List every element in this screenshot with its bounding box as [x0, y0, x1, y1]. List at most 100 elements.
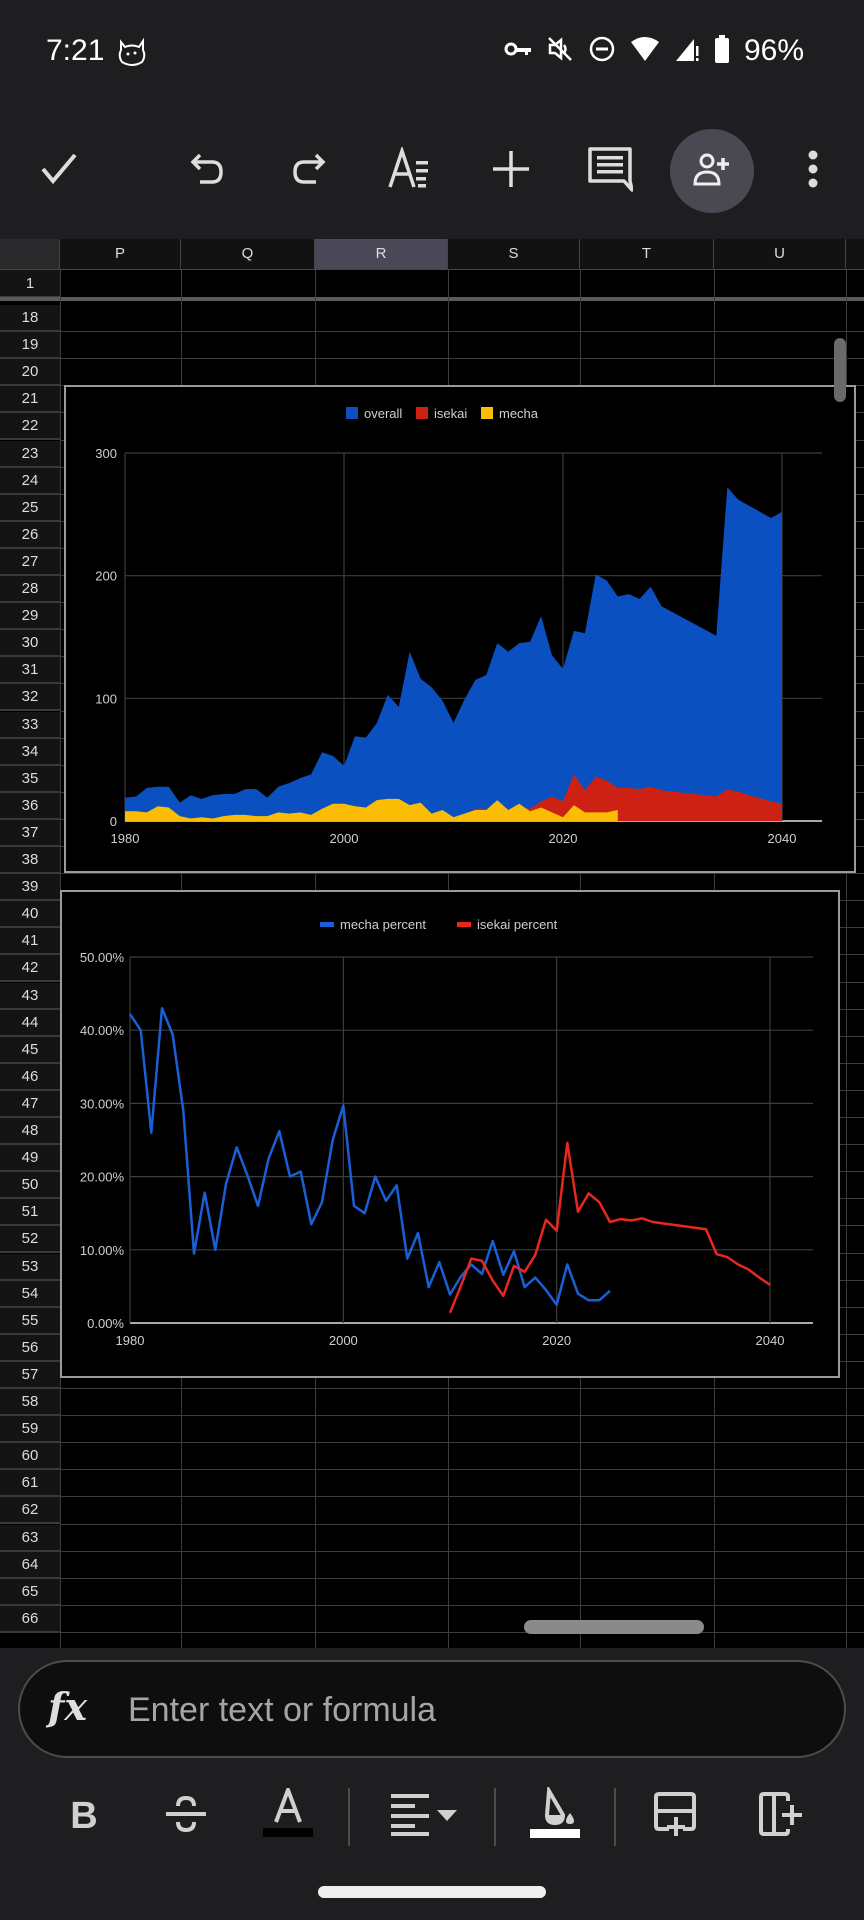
row-header-58[interactable]: 58	[0, 1389, 60, 1417]
row-header-41[interactable]: 41	[0, 928, 60, 956]
row-header-27[interactable]: 27	[0, 548, 60, 576]
fx-icon: fx	[48, 1684, 88, 1729]
row-header-26[interactable]: 26	[0, 521, 60, 549]
row-header-21[interactable]: 21	[0, 386, 60, 414]
row-header-57[interactable]: 57	[0, 1361, 60, 1389]
insert-button[interactable]	[478, 138, 544, 204]
row-gridline	[60, 1523, 864, 1525]
separator	[614, 1788, 616, 1846]
row-header-51[interactable]: 51	[0, 1199, 60, 1227]
column-header-t[interactable]: T	[580, 239, 714, 269]
row-header-62[interactable]: 62	[0, 1497, 60, 1525]
row-header-61[interactable]: 61	[0, 1470, 60, 1498]
line-chart[interactable]: 0.00% 10.00% 20.00% 30.00% 40.00% 50.00% 1980 2…	[60, 890, 840, 1378]
y-tick-label: 30.00%	[80, 1096, 125, 1111]
bold-icon: B	[70, 1794, 98, 1837]
x-tick-label: 2040	[768, 831, 797, 846]
status-icons: 96%	[504, 34, 804, 68]
column-header-u[interactable]: U	[714, 239, 846, 269]
row-header-28[interactable]: 28	[0, 576, 60, 604]
row-header-1[interactable]: 1	[0, 270, 60, 298]
text-format-button[interactable]	[378, 138, 444, 204]
row-header-66[interactable]: 66	[0, 1605, 60, 1633]
row-header-20[interactable]: 20	[0, 359, 60, 387]
row-header-31[interactable]: 31	[0, 657, 60, 685]
text-color-icon	[262, 1783, 314, 1845]
more-options-button[interactable]	[780, 138, 846, 204]
column-header-s[interactable]: S	[448, 239, 580, 269]
insert-row-button[interactable]	[639, 1780, 711, 1852]
legend-label: mecha	[499, 406, 539, 421]
share-button[interactable]	[670, 129, 754, 213]
select-all-corner[interactable]	[0, 239, 60, 269]
row-header-18[interactable]: 18	[0, 305, 60, 333]
row-header-43[interactable]: 43	[0, 982, 60, 1010]
line-series-mecha-percent	[128, 1006, 611, 1306]
row-header-50[interactable]: 50	[0, 1172, 60, 1200]
home-indicator[interactable]	[318, 1886, 546, 1898]
row-header-32[interactable]: 32	[0, 684, 60, 712]
row-header-48[interactable]: 48	[0, 1118, 60, 1146]
row-header-42[interactable]: 42	[0, 955, 60, 983]
row-header-30[interactable]: 30	[0, 630, 60, 658]
redo-button[interactable]	[275, 138, 341, 204]
x-tick-label: 2020	[542, 1333, 571, 1348]
horizontal-scrollbar[interactable]	[524, 1620, 704, 1634]
column-header-r[interactable]: R	[315, 239, 448, 269]
strikethrough-button[interactable]	[150, 1780, 222, 1852]
formula-bar: fx	[18, 1660, 846, 1758]
done-button[interactable]	[26, 138, 92, 204]
row-header-33[interactable]: 33	[0, 711, 60, 739]
area-series-mecha	[125, 798, 618, 821]
align-button[interactable]	[385, 1780, 465, 1852]
freeze-divider[interactable]	[0, 297, 864, 301]
row-header-63[interactable]: 63	[0, 1524, 60, 1552]
row-header-44[interactable]: 44	[0, 1009, 60, 1037]
column-header-q[interactable]: Q	[181, 239, 315, 269]
row-header-65[interactable]: 65	[0, 1578, 60, 1606]
row-header-55[interactable]: 55	[0, 1307, 60, 1335]
row-header-19[interactable]: 19	[0, 332, 60, 360]
row-header-54[interactable]: 54	[0, 1280, 60, 1308]
row-header-24[interactable]: 24	[0, 467, 60, 495]
row-header-49[interactable]: 49	[0, 1145, 60, 1173]
row-header-23[interactable]: 23	[0, 440, 60, 468]
insert-column-button[interactable]	[744, 1780, 816, 1852]
undo-button[interactable]	[175, 138, 241, 204]
row-header-39[interactable]: 39	[0, 874, 60, 902]
row-header-38[interactable]: 38	[0, 847, 60, 875]
status-time: 7:21	[46, 34, 105, 67]
row-header-35[interactable]: 35	[0, 765, 60, 793]
signal-icon	[674, 36, 700, 67]
row-header-37[interactable]: 37	[0, 819, 60, 847]
comment-button[interactable]	[577, 138, 643, 204]
row-header-64[interactable]: 64	[0, 1551, 60, 1579]
text-color-button[interactable]	[252, 1780, 324, 1852]
row-header-36[interactable]: 36	[0, 792, 60, 820]
row-header-45[interactable]: 45	[0, 1036, 60, 1064]
row-header-34[interactable]: 34	[0, 738, 60, 766]
y-tick-label: 200	[95, 569, 117, 584]
y-tick-label: 50.00%	[80, 950, 125, 965]
column-header-p[interactable]: P	[60, 239, 181, 269]
bold-button[interactable]: B	[48, 1780, 120, 1852]
row-header-46[interactable]: 46	[0, 1063, 60, 1091]
vertical-scrollbar[interactable]	[834, 338, 846, 402]
formula-input[interactable]	[126, 1682, 810, 1738]
row-header-40[interactable]: 40	[0, 901, 60, 929]
row-header-56[interactable]: 56	[0, 1334, 60, 1362]
row-header-29[interactable]: 29	[0, 603, 60, 631]
row-header-25[interactable]: 25	[0, 494, 60, 522]
area-chart[interactable]: 0 100 200 300 1980 2000 2020 2040 overall isekai m…	[64, 385, 856, 873]
row-header-60[interactable]: 60	[0, 1443, 60, 1471]
row-header-53[interactable]: 53	[0, 1253, 60, 1281]
text-format-icon	[388, 144, 434, 196]
row-header-47[interactable]: 47	[0, 1090, 60, 1118]
status-bar: 7:21 96%	[0, 0, 864, 105]
row-header-22[interactable]: 22	[0, 413, 60, 441]
row-header-52[interactable]: 52	[0, 1226, 60, 1254]
insert-icon	[491, 149, 531, 194]
row-header-59[interactable]: 59	[0, 1416, 60, 1444]
legend-label: isekai	[434, 406, 467, 421]
fill-color-button[interactable]	[518, 1780, 594, 1852]
